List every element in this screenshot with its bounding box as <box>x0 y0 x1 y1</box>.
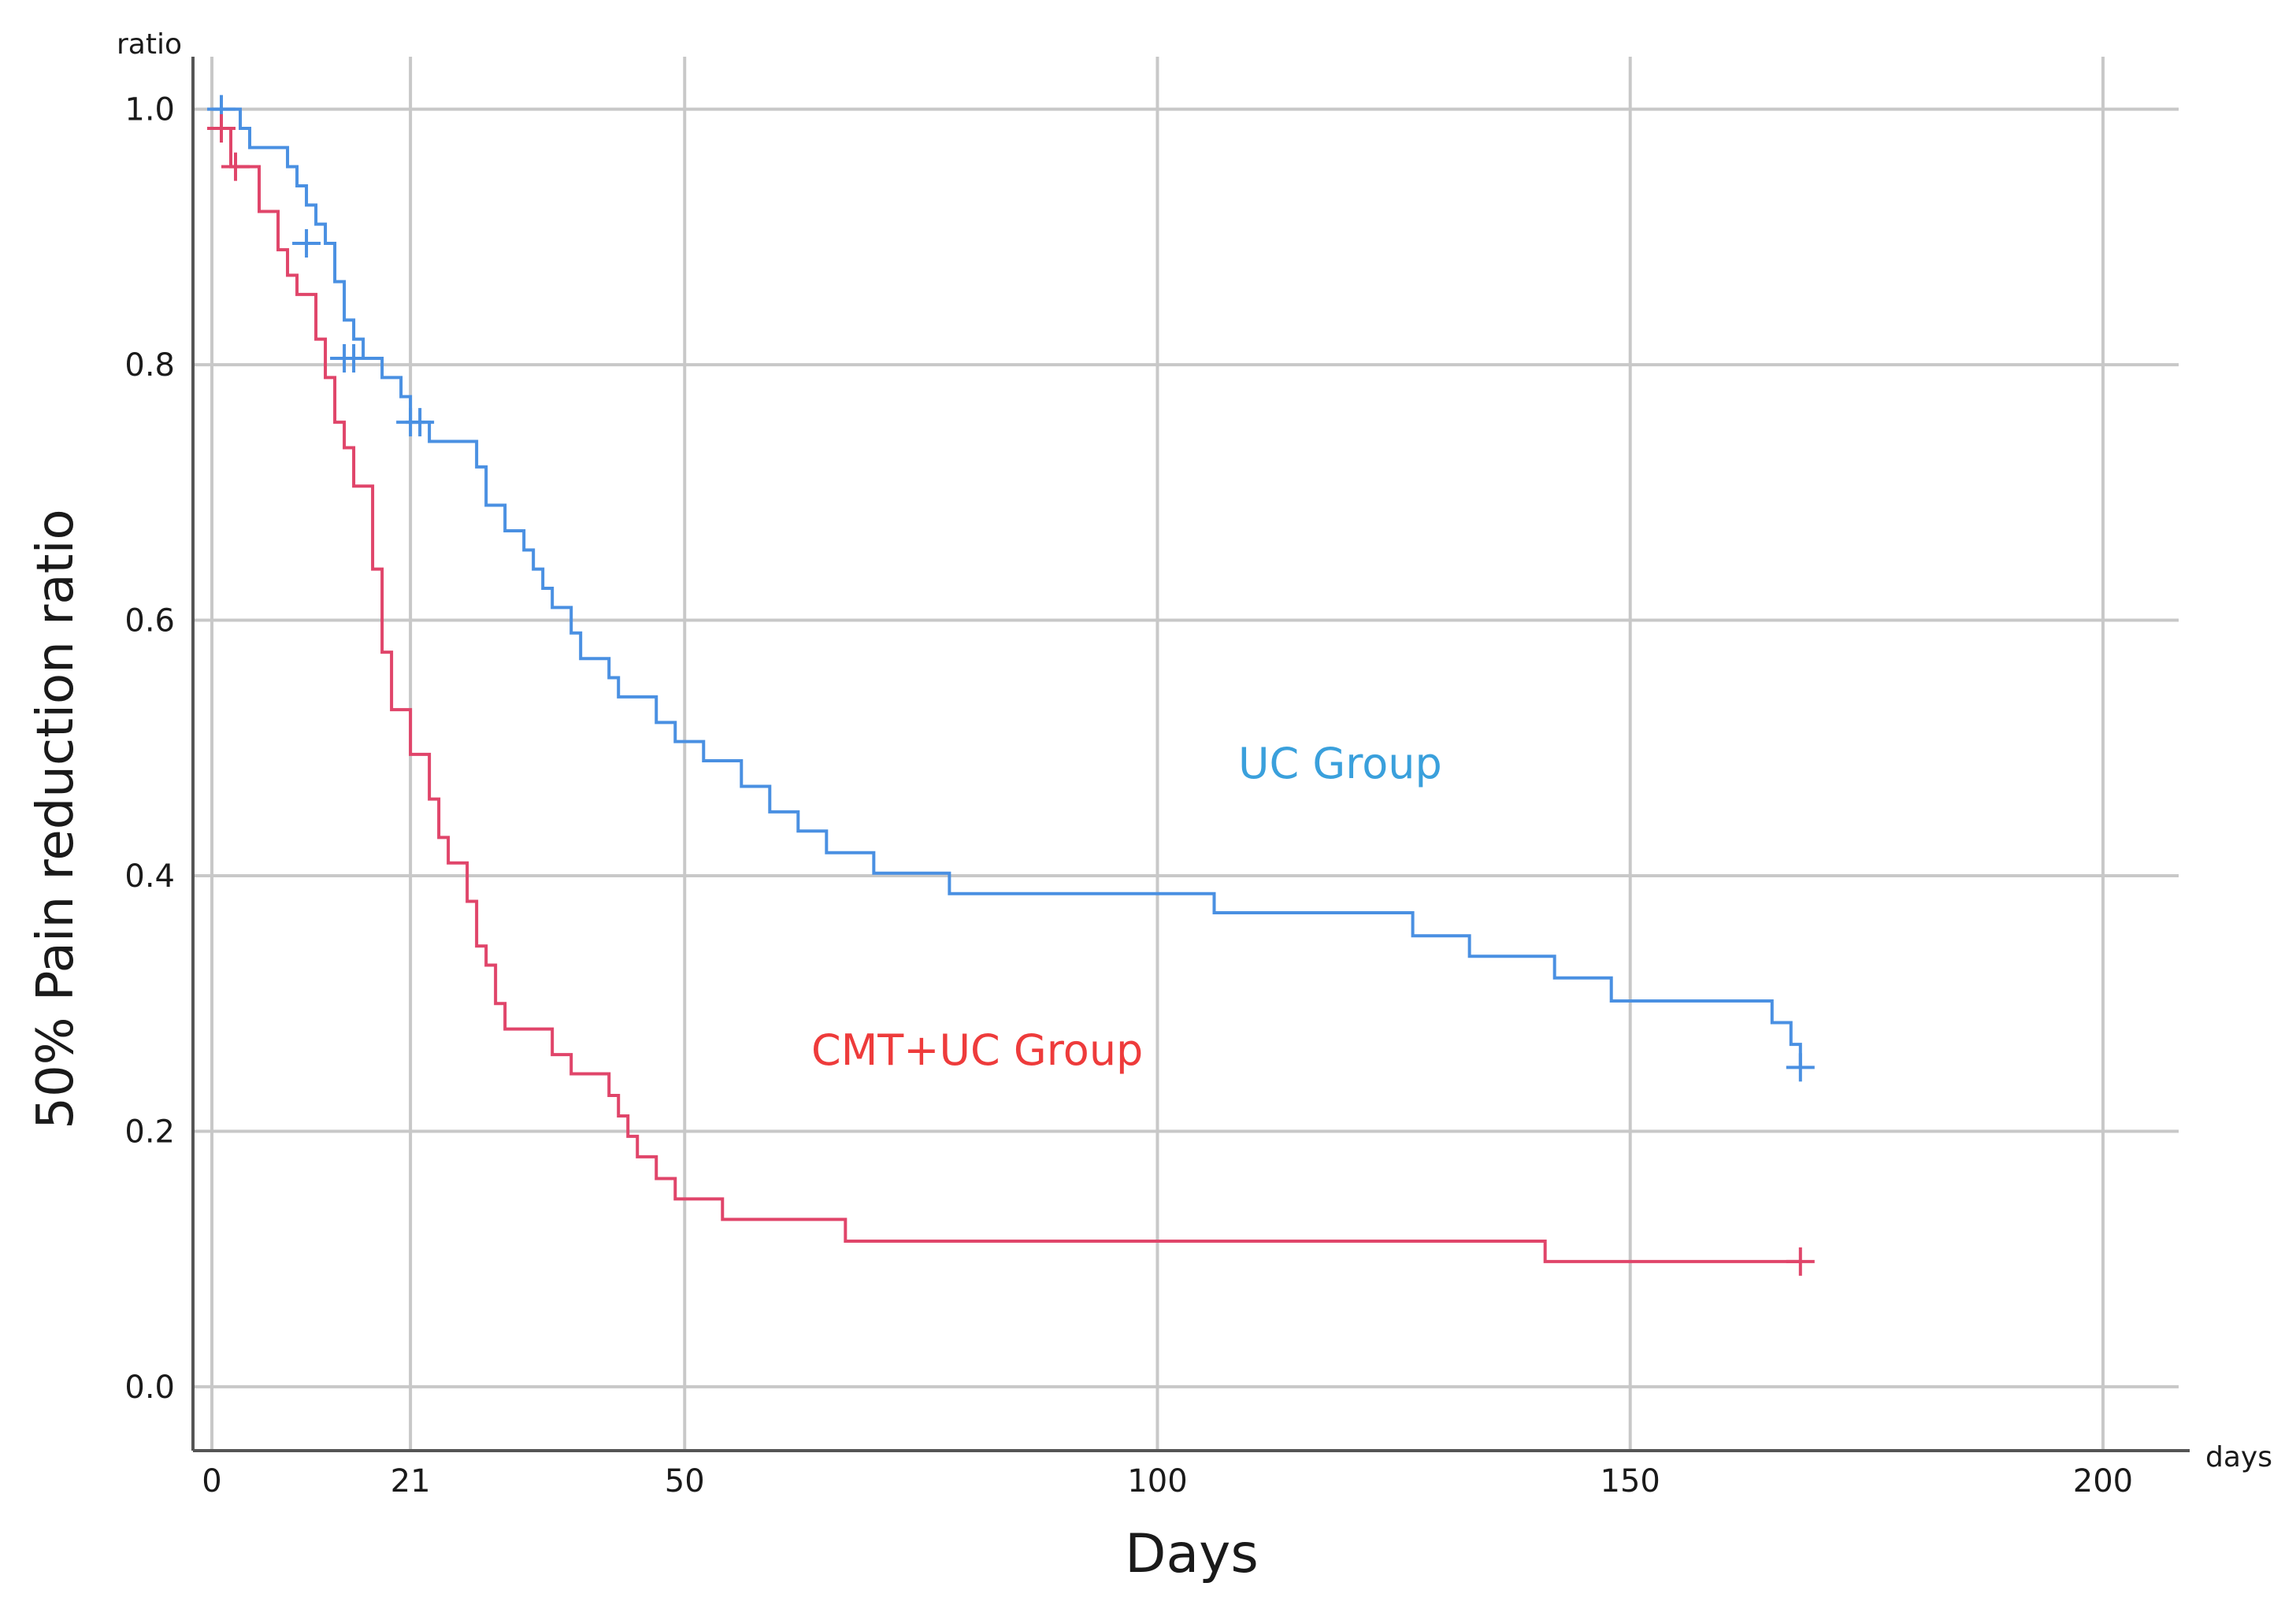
censor-mark <box>1786 1053 1815 1082</box>
tick-labels: 0.0 0.2 0.4 0.6 0.8 1.0 0 21 50 100 150 200 <box>124 92 2133 1499</box>
survival-curve <box>212 127 1801 1263</box>
series-group <box>207 114 1815 1276</box>
grid-lines <box>193 57 2179 1451</box>
x-tick-label: 200 <box>2073 1463 2133 1499</box>
y-unit-label: ratio <box>117 28 182 61</box>
x-unit-label: days <box>2205 1441 2272 1473</box>
censor-mark <box>221 152 250 181</box>
x-tick-label: 50 <box>665 1463 705 1499</box>
censor-mark <box>406 408 435 437</box>
y-tick-label: 0.6 <box>124 603 175 639</box>
axes <box>191 57 2190 1452</box>
y-tick-label: 1.0 <box>124 92 175 128</box>
y-axis-title: 50% Pain reduction ratio <box>27 509 85 1129</box>
y-tick-label: 0.2 <box>124 1114 175 1150</box>
censor-mark <box>207 114 236 143</box>
x-tick-label: 150 <box>1601 1463 1660 1499</box>
series-label-cmt-uc-group: CMT+UC Group <box>811 1025 1143 1075</box>
survival-curves <box>207 95 1815 1276</box>
censor-mark <box>339 344 369 373</box>
y-tick-label: 0.8 <box>124 347 175 384</box>
series-label-uc-group: UC Group <box>1238 739 1442 788</box>
y-tick-label: 0.0 <box>124 1370 175 1406</box>
survival-curve <box>212 107 1802 1068</box>
x-tick-label: 100 <box>1127 1463 1187 1499</box>
x-tick-label: 21 <box>391 1463 431 1499</box>
x-tick-label: 0 <box>202 1463 221 1499</box>
x-axis-title: Days <box>1125 1523 1259 1585</box>
censor-mark <box>292 229 321 258</box>
censor-mark <box>1786 1247 1815 1276</box>
series-group <box>207 95 1815 1082</box>
y-tick-label: 0.4 <box>124 858 175 895</box>
